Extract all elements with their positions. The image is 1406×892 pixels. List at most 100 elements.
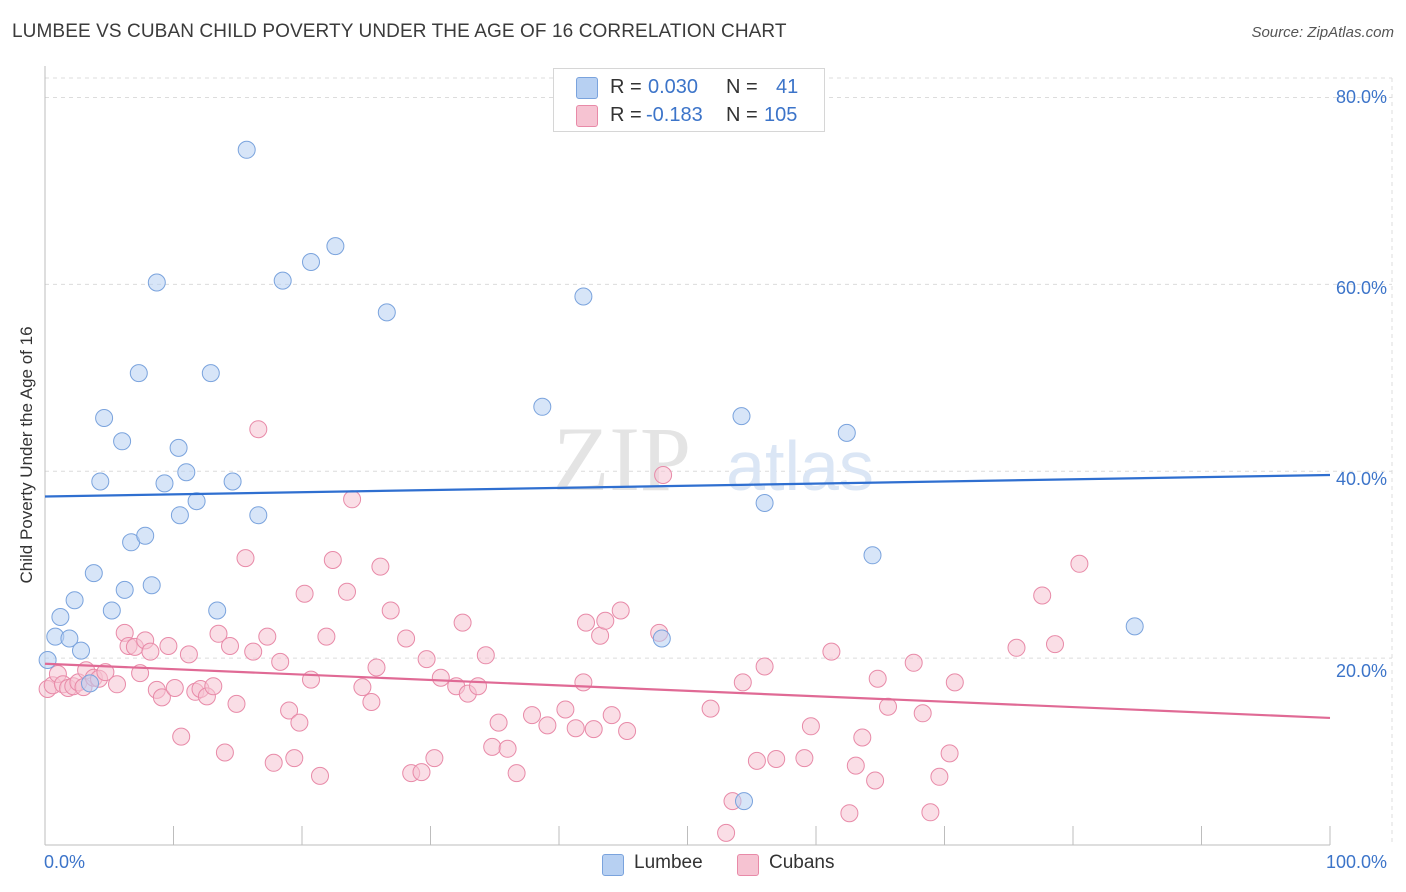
lumbee-r-value: 0.030 <box>648 76 699 98</box>
cubans-point-22 <box>165 679 184 697</box>
cubans-point-53 <box>381 601 400 620</box>
cubans-point-67 <box>498 739 517 758</box>
cubans-point-63 <box>469 677 487 696</box>
lumbee-point-20 <box>170 506 189 525</box>
lumbee-point-22 <box>187 492 206 511</box>
lumbee-legend-swatch <box>602 854 624 876</box>
lumbee-n-value: 41 <box>776 76 799 98</box>
cubans-point-92 <box>846 756 865 775</box>
cubans-point-69 <box>523 706 541 725</box>
cubans-point-23 <box>172 727 191 746</box>
lumbee-point-40 <box>1125 617 1144 636</box>
cubans-point-93 <box>853 728 872 747</box>
cubans-point-44 <box>311 766 329 785</box>
lumbee-point-7 <box>84 564 103 583</box>
cubans-point-88 <box>767 750 786 768</box>
cubans-point-50 <box>362 693 381 711</box>
cubans-point-41 <box>290 713 309 732</box>
cubans-point-38 <box>271 652 290 671</box>
cubans-point-57 <box>417 650 436 669</box>
lumbee-point-21 <box>177 463 196 482</box>
cubans-point-36 <box>258 627 277 646</box>
cubans-point-35 <box>249 420 268 439</box>
lumbee-point-27 <box>249 506 268 525</box>
cubans-point-59 <box>431 668 450 687</box>
cubans-point-21 <box>159 637 178 655</box>
cubans-point-77 <box>596 611 615 630</box>
cubans-legend-swatch <box>737 854 759 876</box>
lumbee-point-14 <box>129 364 148 383</box>
cubans-n-value: 105 <box>764 104 798 126</box>
cubans-point-107 <box>717 823 736 842</box>
lumbee-point-39 <box>863 546 882 565</box>
lumbee-legend-label: Lumbee <box>634 852 703 873</box>
cubans-point-39 <box>280 701 299 720</box>
cubans-point-48 <box>343 490 362 509</box>
cubans-point-30 <box>215 743 234 762</box>
lumbee-point-36 <box>735 792 753 811</box>
cubans-point-73 <box>574 673 593 692</box>
chart-title: LUMBEE VS CUBAN CHILD POVERTY UNDER THE … <box>12 21 787 42</box>
cubans-point-18 <box>141 642 160 661</box>
lumbee-point-24 <box>208 601 227 620</box>
cubans-point-108 <box>840 804 859 823</box>
source-label: Source: ZipAtlas.com <box>1251 24 1394 41</box>
cubans-point-65 <box>483 737 502 756</box>
y-tick-label-60: 60.0% <box>1336 278 1388 298</box>
cubans-point-101 <box>940 744 959 763</box>
cubans-point-99 <box>921 803 940 822</box>
cubans-point-24 <box>179 645 198 664</box>
cubans-point-97 <box>904 653 923 672</box>
cubans-point-29 <box>209 624 228 643</box>
cubans-trend-line <box>44 662 1331 720</box>
cubans-point-56 <box>412 763 431 782</box>
lumbee-point-10 <box>102 601 121 620</box>
axes <box>44 66 1331 846</box>
y-tick-label-80: 80.0% <box>1336 87 1388 107</box>
cubans-point-34 <box>244 642 263 661</box>
trend-lines <box>44 473 1331 720</box>
lumbee-point-31 <box>377 303 396 322</box>
cubans-point-20 <box>152 688 171 707</box>
cubans-point-102 <box>945 673 964 692</box>
cubans-point-95 <box>868 669 887 688</box>
cubans-point-74 <box>577 613 595 632</box>
lumbee-point-25 <box>223 472 242 491</box>
cubans-point-83 <box>701 699 720 718</box>
cubans-point-71 <box>556 700 575 719</box>
x-tick-label-max: 100.0% <box>1326 852 1388 872</box>
cubans-point-104 <box>1033 586 1052 605</box>
cubans-point-49 <box>353 678 372 697</box>
lumbee-point-32 <box>574 287 593 306</box>
cubans-point-47 <box>338 582 356 601</box>
lumbee-r-label: R = <box>610 76 642 98</box>
cubans-point-82 <box>654 466 673 484</box>
lumbee-trend-line <box>44 473 1331 498</box>
cubans-point-28 <box>204 677 223 696</box>
cubans-r-value: -0.183 <box>646 104 703 126</box>
cubans-point-80 <box>618 722 637 740</box>
cubans-point-70 <box>538 716 557 735</box>
cubans-point-100 <box>930 767 949 786</box>
lumbee-point-2 <box>51 608 70 626</box>
lumbee-point-28 <box>273 271 292 290</box>
lumbee-point-11 <box>113 432 132 451</box>
cubans-point-78 <box>602 706 621 725</box>
cubans-point-32 <box>227 694 246 713</box>
cubans-legend-label: Cubans <box>769 852 835 873</box>
lumbee-point-3 <box>60 629 79 648</box>
lumbee-point-17 <box>147 273 166 292</box>
cubans-point-37 <box>264 753 283 772</box>
watermark: ZIP atlas <box>553 408 874 510</box>
cubans-point-86 <box>747 751 766 770</box>
cubans-point-98 <box>913 704 932 723</box>
x-tick-label-min: 0.0% <box>44 852 86 872</box>
cubans-point-91 <box>822 642 841 661</box>
cubans-point-45 <box>317 627 336 646</box>
cubans-point-96 <box>879 697 897 716</box>
cubans-point-75 <box>584 720 603 739</box>
lumbee-point-38 <box>837 423 856 442</box>
cubans-point-89 <box>795 749 814 768</box>
lumbee-point-23 <box>201 364 220 383</box>
